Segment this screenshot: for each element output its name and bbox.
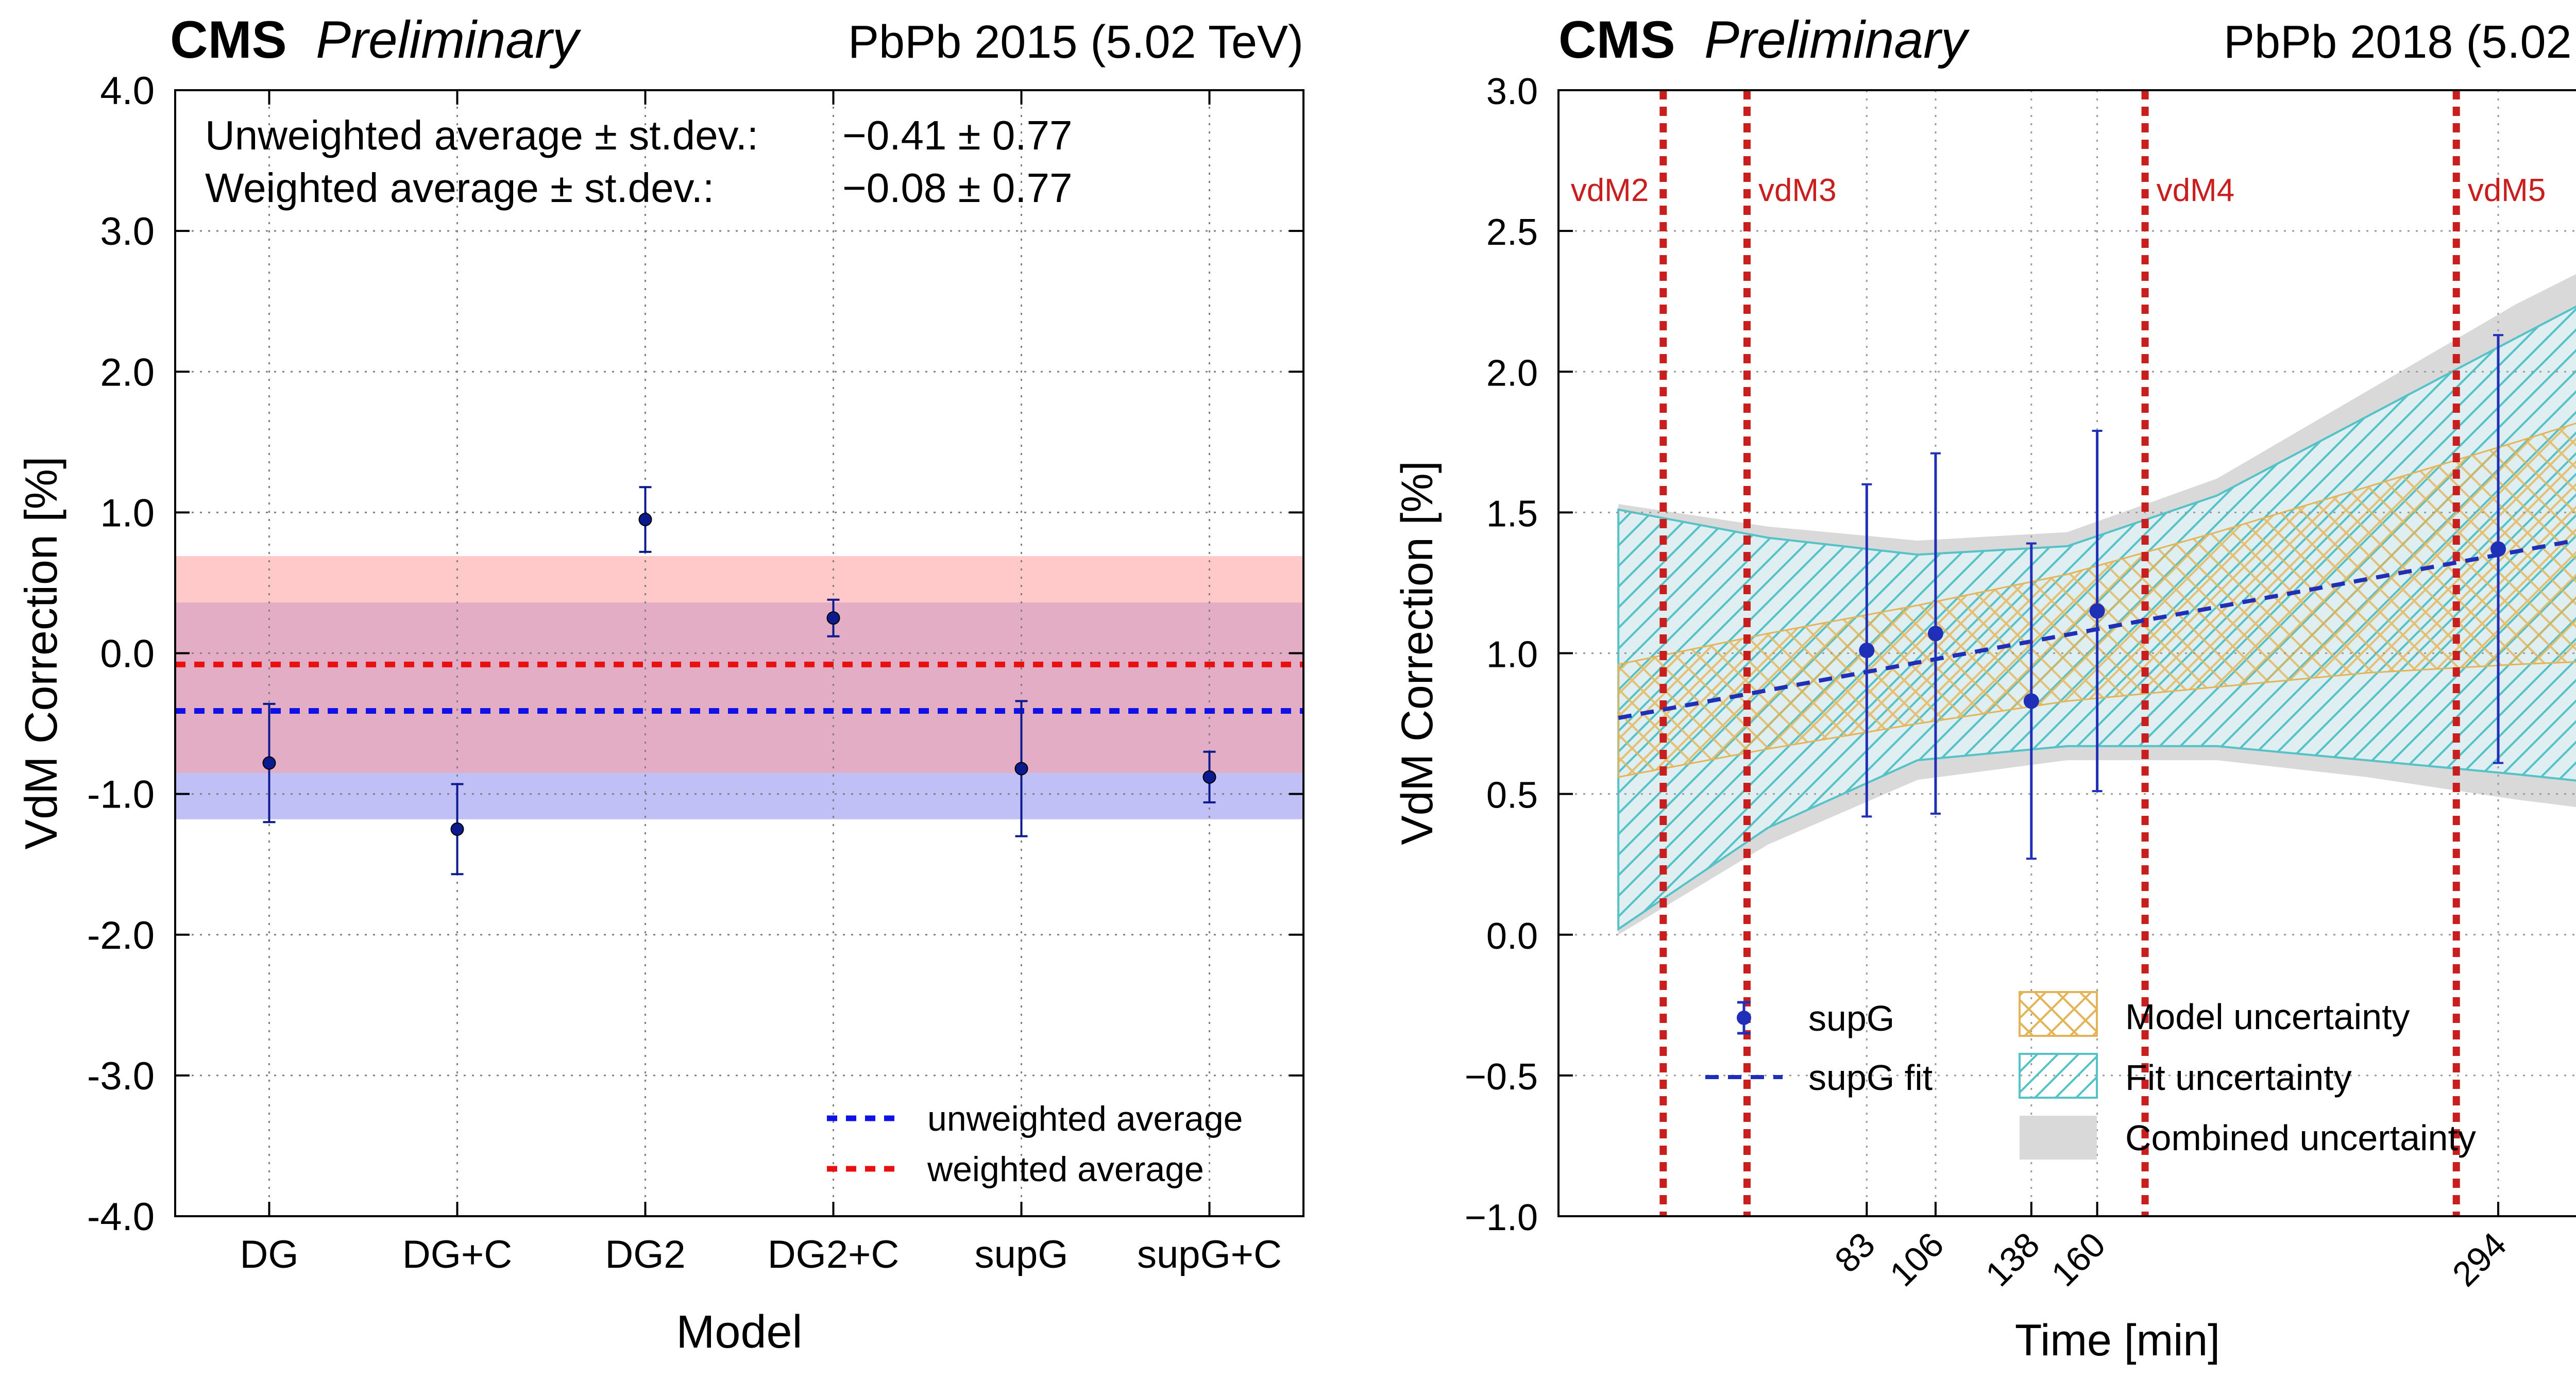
x-tick-label: DG2+C [768, 1233, 900, 1277]
svg-text:CMS Preliminary: CMS Preliminary [170, 10, 582, 69]
right-y-axis-label: VdM Correction [%] [1393, 461, 1442, 845]
y-tick-label: −0.5 [1465, 1056, 1538, 1098]
left-legend-weighted-label: weighted average [927, 1150, 1204, 1189]
right-legend-fit-band-label: Fit uncertainty [2125, 1057, 2352, 1098]
right-legend-model-label: Model uncertainty [2125, 997, 2410, 1037]
right-legend: supG supG fit Model uncertainty Fit unce… [1705, 991, 2476, 1160]
data-point [2490, 541, 2506, 557]
y-tick-label: 3.0 [1486, 71, 1538, 112]
left-x-axis-label: Model [676, 1306, 802, 1358]
x-tick-label: 160 [2044, 1225, 2113, 1294]
y-tick-label: 1.0 [1486, 634, 1538, 676]
x-tick-label: DG [240, 1233, 299, 1277]
left-annotation-unweighted-value: −0.41 ± 0.77 [842, 112, 1072, 158]
supg-fit-line [1618, 538, 2576, 720]
left-run-label: PbPb 2015 (5.02 TeV) [848, 16, 1303, 68]
x-tick-label: supG [975, 1233, 1069, 1277]
data-point [1927, 626, 1943, 642]
x-tick-label: 294 [2445, 1225, 2514, 1294]
x-tick-label: 138 [1978, 1225, 2047, 1294]
vdm-label: vdM2 [1571, 173, 1649, 208]
y-tick-label: -1.0 [87, 773, 155, 817]
y-tick-label: 2.0 [100, 350, 155, 394]
vdm-label: vdM3 [1758, 173, 1837, 208]
left-legend-unweighted-label: unweighted average [927, 1099, 1243, 1138]
left-cms-label: CMS [170, 10, 287, 69]
right-run-label: PbPb 2018 (5.02 TeV) [2224, 16, 2576, 68]
right-plot-area: 3.0 2.5 2.0 1.5 1.0 0.5 0.0 −0.5 −1.0 83 106 138160… [1465, 71, 2576, 1294]
data-point [1859, 643, 1875, 659]
left-y-axis-label: VdM Correction [%] [15, 457, 66, 850]
left-preliminary-label: Preliminary [316, 10, 582, 69]
right-legend-fit-label: supG fit [1808, 1057, 1933, 1098]
left-legend: unweighted average weighted average [827, 1099, 1243, 1189]
y-tick-label: 0.0 [100, 632, 155, 676]
left-panel: CMS Preliminary PbPb 2015 (5.02 TeV) 4.0… [15, 10, 1304, 1358]
vdm-label: vdM5 [2468, 173, 2546, 208]
right-cms-label: CMS [1558, 10, 1675, 69]
left-plot-frame [174, 89, 1304, 1217]
left-annotation-weighted-label: Weighted average ± st.dev.: [205, 165, 714, 211]
y-tick-label: 1.5 [1486, 493, 1538, 534]
right-legend-supg-swatch [1737, 1001, 1751, 1035]
right-legend-combined-swatch [2020, 1116, 2097, 1160]
x-tick-label: DG2 [605, 1233, 685, 1277]
y-tick-label: 4.0 [100, 69, 155, 113]
y-tick-label: 2.5 [1486, 212, 1538, 253]
x-tick-label: supG+C [1137, 1233, 1282, 1277]
svg-text:CMS Preliminary: CMS Preliminary [1558, 10, 1970, 69]
left-annotation-unweighted-label: Unweighted average ± st.dev.: [205, 112, 758, 158]
left-annotation-weighted-value: −0.08 ± 0.77 [842, 165, 1072, 211]
y-tick-label: 3.0 [100, 210, 155, 254]
data-point [826, 611, 840, 625]
left-annotations: Unweighted average ± st.dev.: −0.41 ± 0.… [205, 112, 1072, 211]
right-preliminary-label: Preliminary [1704, 10, 1970, 69]
right-legend-fit-band-swatch [2019, 1053, 2098, 1099]
y-tick-label: −1.0 [1465, 1197, 1538, 1238]
y-tick-label: 1.0 [100, 491, 155, 535]
y-tick-label: 0.5 [1486, 775, 1538, 816]
data-point [2089, 603, 2105, 619]
right-legend-model-swatch [2019, 991, 2098, 1037]
data-point [450, 822, 464, 836]
right-legend-supg-label: supG [1808, 998, 1894, 1038]
x-tick-label: 83 [1827, 1225, 1883, 1280]
right-plot-frame [1557, 89, 2576, 1217]
y-tick-label: 0.0 [1486, 916, 1538, 957]
data-point [1014, 762, 1028, 776]
data-point [1202, 770, 1216, 784]
x-tick-label: 106 [1883, 1225, 1952, 1294]
left-plot-area: 4.0 3.0 2.0 1.0 0.0 -1.0 -2.0 -3.0 -4.0 DG DG+C DG2… [87, 69, 1303, 1277]
x-tick-label: DG+C [402, 1233, 512, 1277]
data-point [2023, 693, 2039, 709]
right-header: CMS Preliminary PbPb 2018 (5.02 TeV) [1558, 10, 2576, 69]
vdm-label: vdM4 [2157, 173, 2235, 208]
y-tick-label: -4.0 [87, 1195, 155, 1239]
right-x-axis-label: Time [min] [2015, 1316, 2220, 1365]
right-legend-combined-label: Combined uncertainty [2125, 1118, 2476, 1158]
y-tick-label: 2.0 [1486, 352, 1538, 394]
data-point [638, 513, 652, 527]
y-tick-label: -2.0 [87, 914, 155, 958]
right-panel: CMS Preliminary PbPb 2018 (5.02 TeV) 3.0… [1393, 10, 2576, 1365]
left-header: CMS Preliminary PbPb 2015 (5.02 TeV) [170, 10, 1303, 69]
y-tick-label: -3.0 [87, 1054, 155, 1098]
data-point [262, 756, 276, 770]
